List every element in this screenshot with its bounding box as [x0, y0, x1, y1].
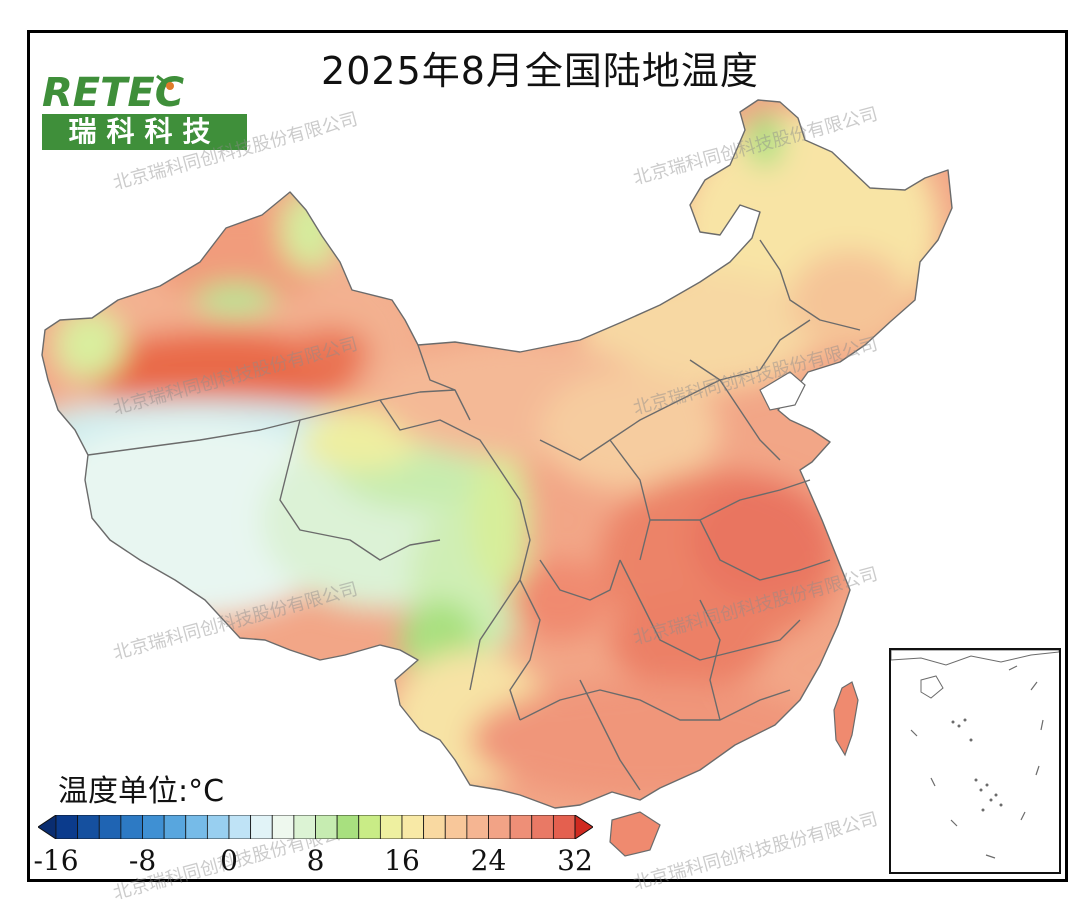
legend-color-cell	[77, 815, 100, 839]
legend-color-cell	[358, 815, 381, 839]
legend-color-cell	[379, 815, 403, 839]
retec-wordmark-icon: RETEC	[42, 72, 184, 112]
legend-color-cell	[163, 815, 187, 839]
retec-logo: RETEC 瑞科科技	[42, 72, 247, 152]
legend-tick-label: 0	[220, 844, 238, 877]
legend-color-cell	[55, 815, 79, 839]
hainan-island	[609, 811, 661, 857]
legend-color-cell	[531, 815, 554, 839]
logo-text-en: RETEC	[42, 72, 184, 112]
legend-tick-label: -16	[33, 844, 79, 877]
legend-tick-label: -8	[128, 844, 157, 877]
legend-color-cell	[509, 815, 533, 839]
logo-text-cn: 瑞科科技	[42, 114, 247, 150]
legend-color-cell	[142, 815, 165, 839]
legend-color-cell	[120, 815, 143, 839]
legend-color-cell	[293, 815, 316, 839]
legend-color-cell	[206, 815, 230, 839]
legend-tick-label: 8	[306, 844, 325, 877]
legend-color-cell	[185, 815, 208, 839]
legend-color-cell	[271, 815, 295, 839]
color-scale-bar	[38, 815, 593, 839]
legend-color-cell	[315, 815, 338, 839]
legend-color-cell	[444, 815, 468, 839]
legend-ticks: -16 -8 0 8 16 24 32	[0, 844, 1080, 878]
south-china-sea-inset	[889, 648, 1061, 874]
legend-color-cell	[336, 815, 360, 839]
legend-color-cell	[552, 815, 576, 839]
legend-color-cell	[228, 815, 252, 839]
legend-color-cell	[98, 815, 122, 839]
legend-overflow-arrow	[574, 815, 593, 839]
legend-color-cell	[466, 815, 489, 839]
legend-color-cell	[488, 815, 511, 839]
taiwan-island	[833, 681, 859, 757]
map-title: 2025年8月全国陆地温度	[321, 49, 759, 93]
legend-tick-label: 32	[557, 844, 593, 877]
legend-color-cell	[401, 815, 425, 839]
bohai-sea	[759, 371, 806, 411]
inset-map	[890, 649, 1060, 859]
legend-underflow-arrow	[38, 815, 57, 839]
legend-unit-label: 温度单位:°C	[58, 774, 225, 809]
legend-tick-label: 24	[470, 844, 507, 877]
province-boundaries	[41, 99, 953, 809]
legend-color-cell	[250, 815, 273, 839]
legend-color-cell	[423, 815, 446, 839]
legend-tick-label: 16	[384, 844, 420, 877]
